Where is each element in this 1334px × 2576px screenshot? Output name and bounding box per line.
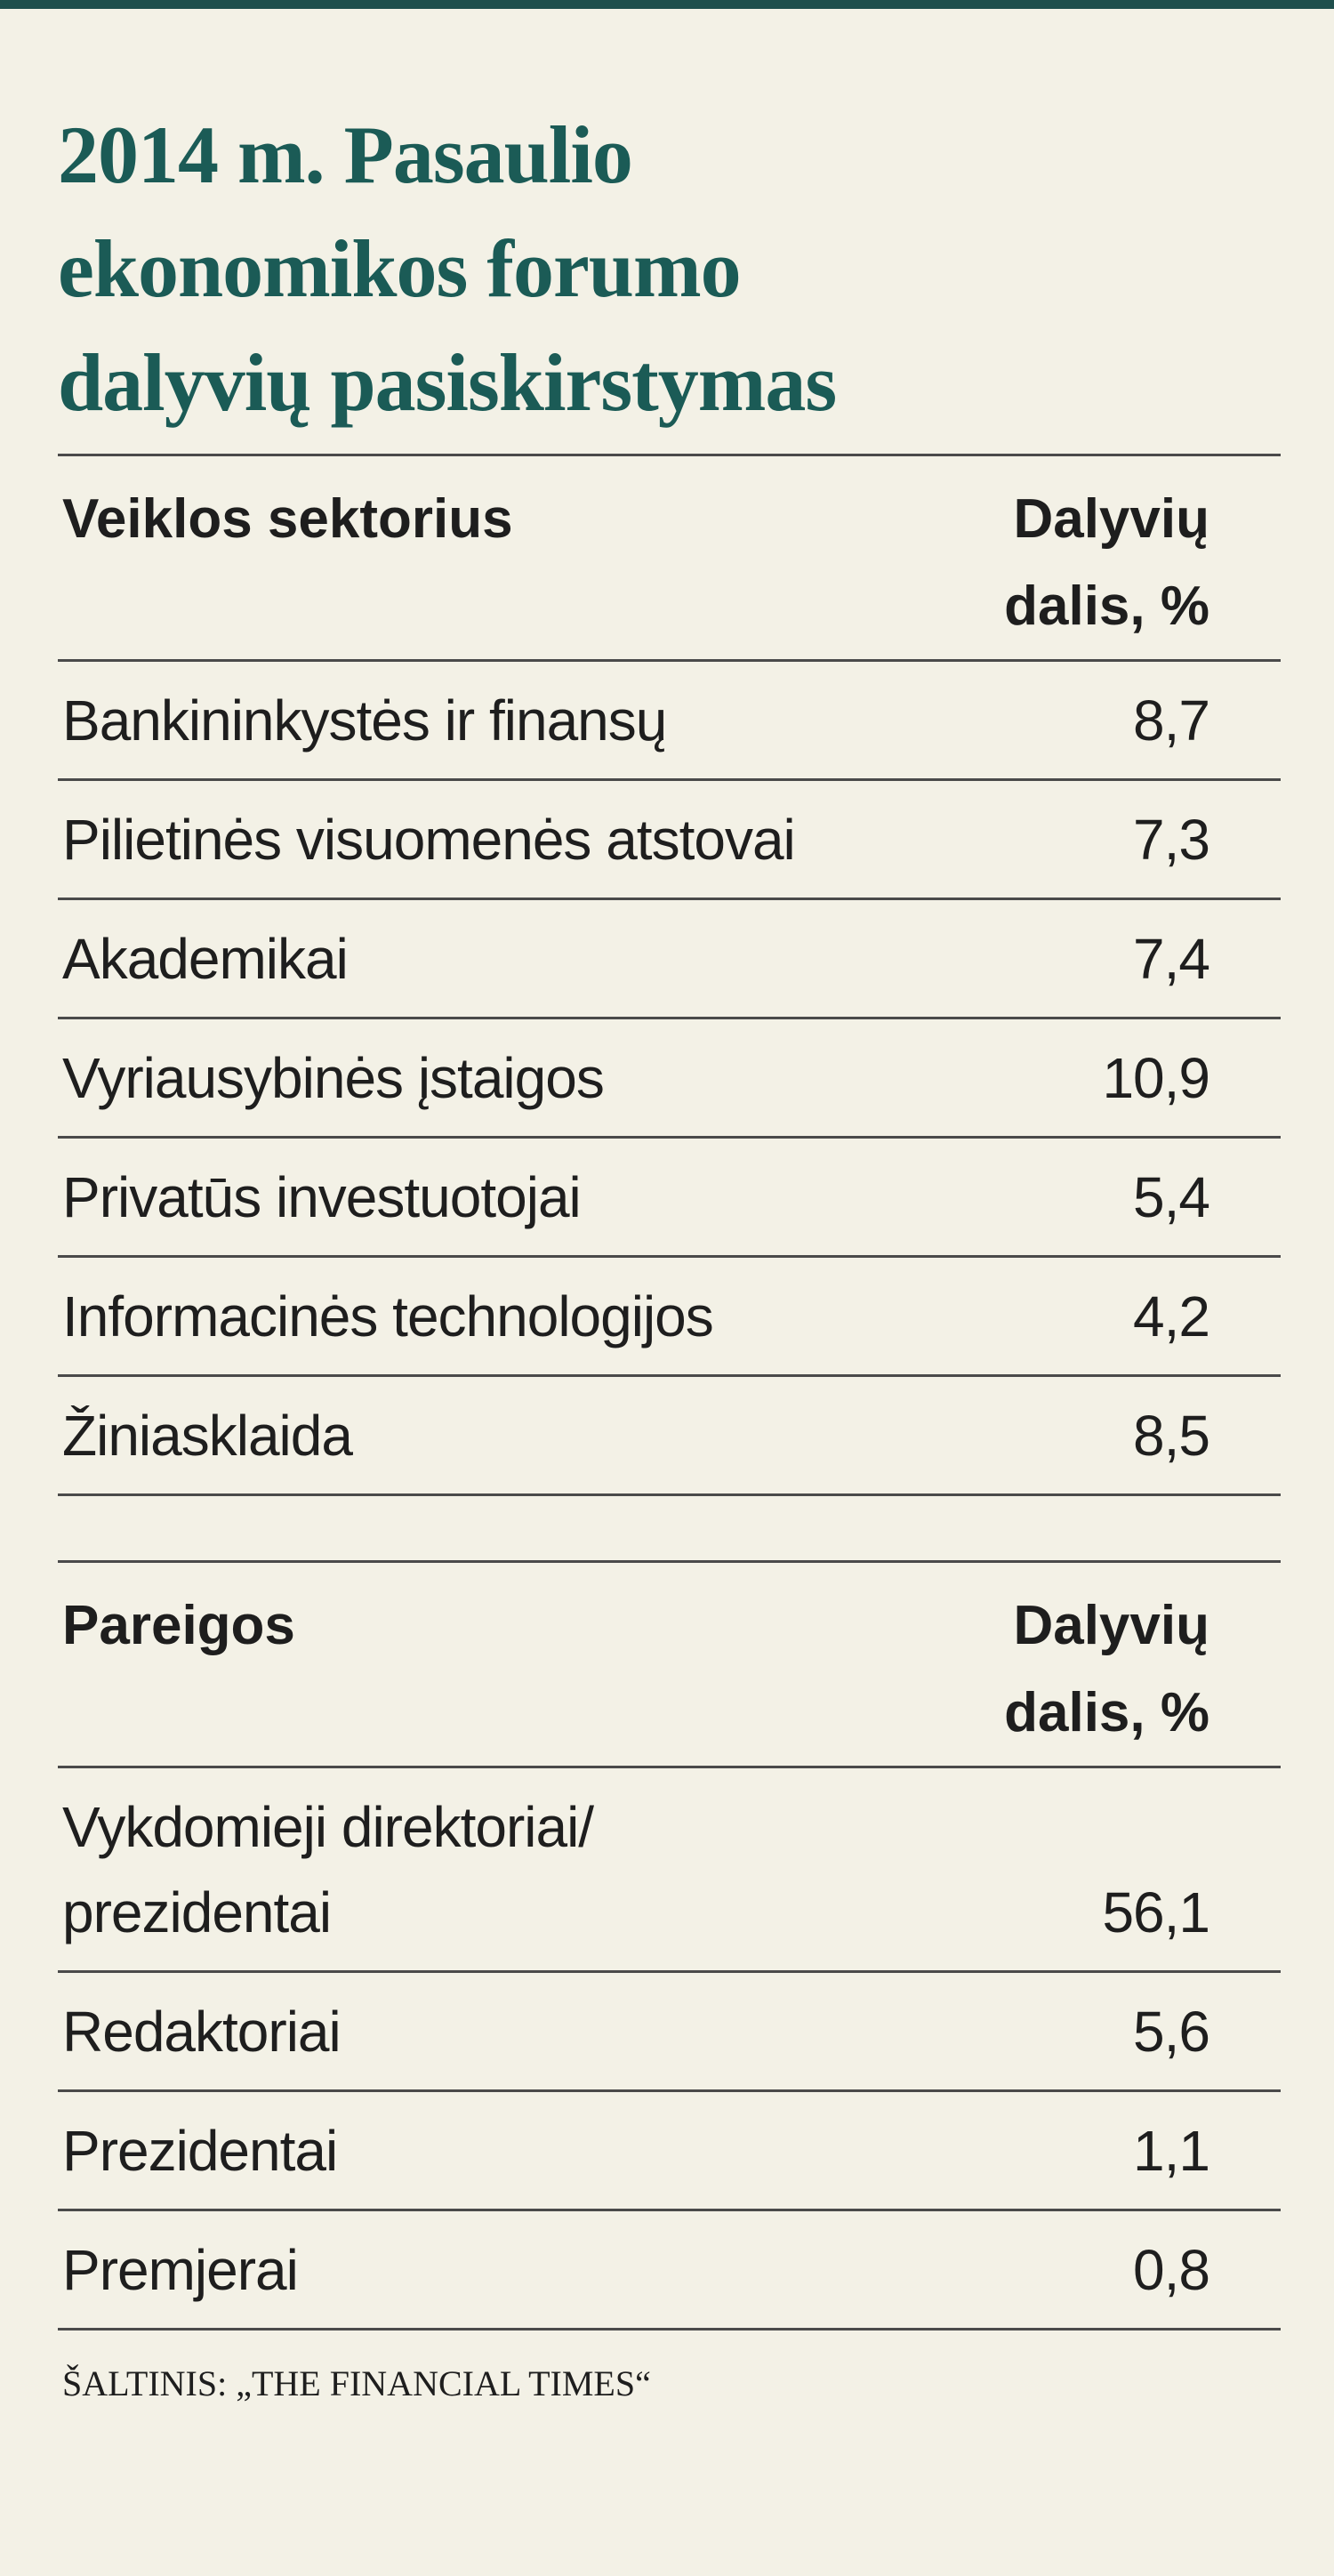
table-row: Žiniasklaida 8,5 bbox=[58, 1377, 1281, 1496]
row-value: 0,8 bbox=[1133, 2238, 1210, 2302]
row-value: 7,4 bbox=[1133, 927, 1210, 991]
row-label: Privatūs investuotojai bbox=[62, 1165, 582, 1229]
header-label: Pareigos bbox=[62, 1595, 295, 1656]
row-label: Bankininkystės ir finansų bbox=[62, 688, 667, 753]
row-label: Akademikai bbox=[62, 927, 349, 991]
table-row: Vyriausybinės įstaigos 10,9 bbox=[58, 1019, 1281, 1139]
row-label: Vyriausybinės įstaigos bbox=[62, 1046, 605, 1110]
header-row: Veiklos sektorius Dalyvių dalis, % bbox=[58, 456, 1281, 662]
header-value: Dalyvių dalis, % bbox=[1004, 488, 1209, 637]
row-value: 4,2 bbox=[1133, 1284, 1210, 1348]
source: ŠALTINIS: „THE FINANCIAL TIMES“ bbox=[62, 2363, 651, 2403]
tables: Veiklos sektorius Dalyvių dalis, % Bankini… bbox=[58, 454, 1281, 2330]
row-value: 5,4 bbox=[1133, 1165, 1210, 1229]
table-row: Redaktoriai 5,6 bbox=[58, 1973, 1281, 2092]
table-row: Bankininkystės ir finansų 8,7 bbox=[58, 662, 1281, 781]
row-label: Redaktoriai bbox=[62, 2000, 342, 2064]
header-label: Veiklos sektorius bbox=[62, 488, 513, 550]
title: 2014 m. Pasaulio ekonomikos forumo dalyv… bbox=[58, 109, 837, 428]
table-row: Informacinės technologijos 4,2 bbox=[58, 1258, 1281, 1377]
row-label: Premjerai bbox=[62, 2238, 299, 2302]
row-label: Prezidentai bbox=[62, 2119, 338, 2183]
top-bar bbox=[0, 0, 1334, 9]
table-row: Privatūs investuotojai 5,4 bbox=[58, 1139, 1281, 1258]
row-value: 7,3 bbox=[1133, 808, 1210, 872]
content: 2014 m. Pasaulio ekonomikos forumo dalyv… bbox=[0, 98, 1334, 2404]
row-label: Žiniasklaida bbox=[62, 1404, 353, 1468]
table-row: Akademikai 7,4 bbox=[58, 900, 1281, 1019]
row-value: 1,1 bbox=[1133, 2119, 1210, 2183]
row-value: 8,5 bbox=[1133, 1404, 1210, 1468]
row-value: 8,7 bbox=[1133, 688, 1210, 753]
table-row: Prezidentai 1,1 bbox=[58, 2092, 1281, 2211]
header-value: Dalyvių dalis, % bbox=[1004, 1595, 1209, 1743]
table: Pareigos Dalyvių dalis, % Vykdomieji direk… bbox=[58, 1560, 1281, 2330]
row-label: Informacinės technologijos bbox=[62, 1284, 714, 1348]
table-row: Premjerai 0,8 bbox=[58, 2211, 1281, 2330]
row-value: 10,9 bbox=[1102, 1046, 1210, 1110]
header-row: Pareigos Dalyvių dalis, % bbox=[58, 1563, 1281, 1768]
table: Veiklos sektorius Dalyvių dalis, % Bankini… bbox=[58, 454, 1281, 1496]
row-label: Pilietinės visuomenės atstovai bbox=[62, 808, 796, 872]
table-row: Vykdomieji direktoriai/ prezidentai 56,1 bbox=[58, 1768, 1281, 1973]
row-label: Vykdomieji direktoriai/ prezidentai bbox=[62, 1795, 594, 1944]
row-value: 56,1 bbox=[1102, 1880, 1210, 1944]
table-row: Pilietinės visuomenės atstovai 7,3 bbox=[58, 781, 1281, 900]
row-value: 5,6 bbox=[1133, 2000, 1210, 2064]
